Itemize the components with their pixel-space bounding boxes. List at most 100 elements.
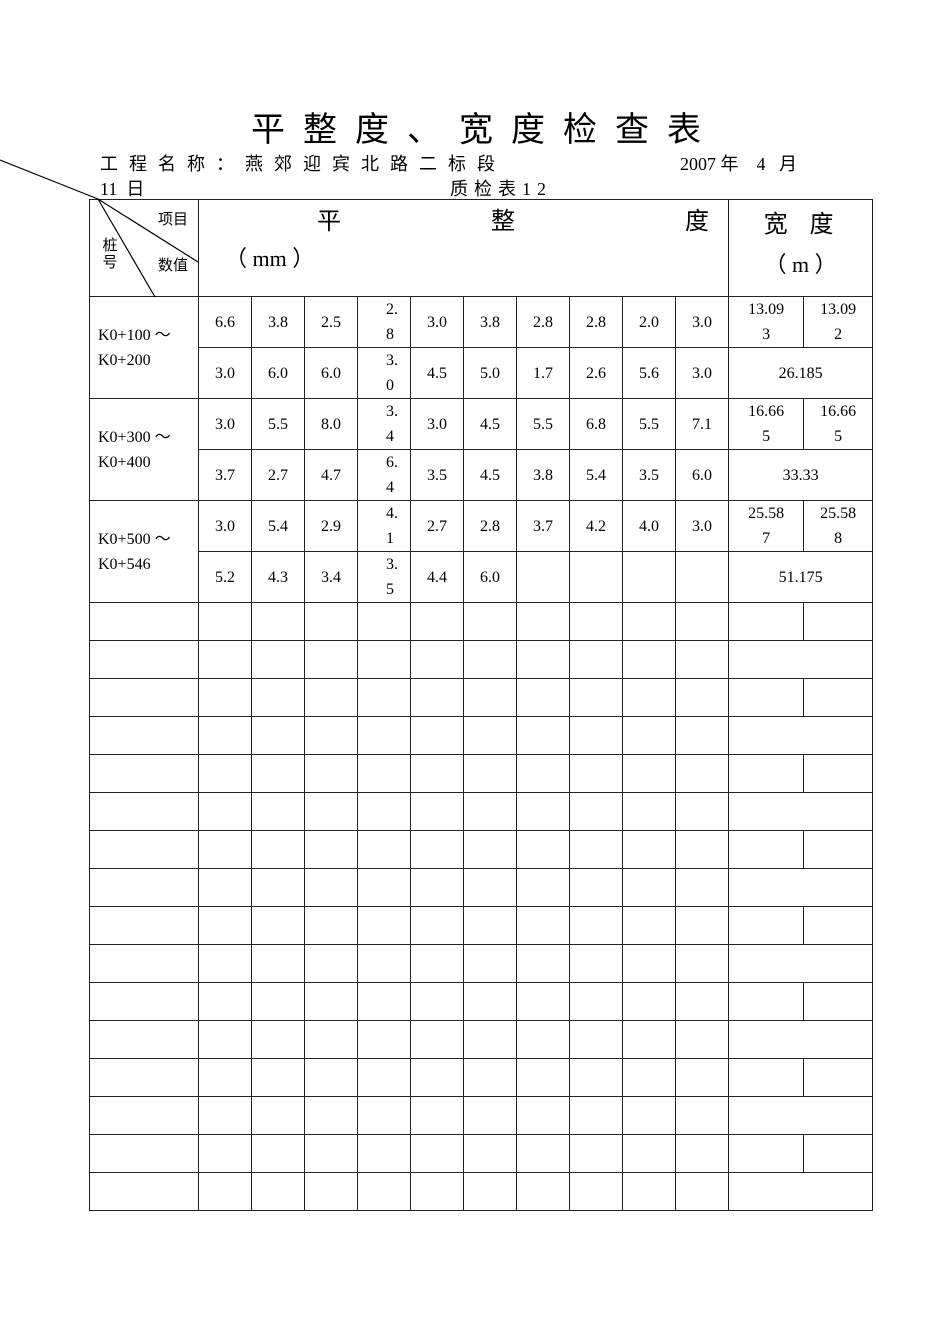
flatness-value: 2.8 [480,517,500,535]
flatness-value-cell: 3.7 [516,500,570,552]
empty-cell [728,754,805,793]
empty-row [89,830,874,869]
empty-cell [251,602,305,641]
flatness-value-cell: 3.5 [410,449,464,501]
empty-cell [198,792,252,831]
empty-cell [251,640,305,679]
empty-cell [728,1134,805,1173]
empty-cell [198,602,252,641]
flatness-value: 5.0 [480,364,500,382]
empty-cell [622,944,676,983]
empty-cell [463,754,517,793]
empty-cell [463,678,517,717]
width-value-cell: 13.092 [803,296,874,348]
stake-from: K0+500 ～ [98,530,171,548]
flatness-value-cell: 4.7 [304,449,358,501]
empty-row [89,792,874,831]
flatness-value-cell: 6.6 [198,296,252,348]
date-day: 11 日 [100,179,145,199]
empty-cell [357,1058,411,1097]
flatness-value: 3.0 [215,415,235,433]
stake-from: K0+100 ～ [98,326,171,344]
flatness-char: 平 [317,209,341,235]
flatness-value: 8.0 [321,415,341,433]
flatness-value: 3.0 [215,517,235,535]
empty-cell [410,1096,464,1135]
empty-cell [516,1134,570,1173]
empty-cell [410,1172,464,1211]
flatness-value-cell: 2.5 [304,296,358,348]
empty-cell [516,1096,570,1135]
width-value: 13.093 [748,301,785,343]
empty-cell [674,1058,730,1097]
empty-cell [803,982,874,1021]
empty-cell [251,792,305,831]
empty-cell [304,678,358,717]
empty-cell [622,1096,676,1135]
flatness-value: 2.8 [386,301,398,343]
empty-cell [569,1134,623,1173]
empty-cell [674,944,730,983]
empty-cell [674,830,730,869]
empty-cell [198,944,252,983]
flatness-value: 4.5 [480,466,500,484]
empty-cell [516,1058,570,1097]
width-value-cell: 16.665 [803,398,874,450]
flatness-value: 6.6 [215,313,235,331]
empty-cell [674,1134,730,1173]
empty-cell [304,1134,358,1173]
empty-cell [251,754,305,793]
empty-cell [728,944,874,983]
empty-cell [674,868,730,907]
empty-cell [198,1134,252,1173]
flatness-value: 3.0 [427,313,447,331]
width-value: 13.092 [820,301,857,343]
flatness-value-cell: 3.0 [674,500,730,552]
empty-cell [516,944,570,983]
empty-cell [569,868,623,907]
empty-cell [803,906,874,945]
empty-cell [622,982,676,1021]
width-value-cell: 25.587 [728,500,805,552]
flatness-value-cell: 3.0 [410,398,464,450]
empty-cell [463,1134,517,1173]
flatness-value-cell: 2.6 [569,347,623,399]
flatness-value-cell: 2.9 [304,500,358,552]
flatness-value: 5.5 [268,415,288,433]
flatness-value: 2.5 [321,313,341,331]
flatness-value-cell: 3.0 [198,500,252,552]
empty-cell [463,944,517,983]
flatness-value: 6.0 [480,568,500,586]
empty-cell [622,1020,676,1059]
flatness-value-cell [569,551,623,603]
flatness-value-cell: 3.0 [198,398,252,450]
empty-cell [569,1172,623,1211]
empty-cell [357,640,411,679]
empty-cell [89,830,199,869]
flatness-value: 3.7 [215,466,235,484]
empty-cell [463,716,517,755]
flatness-value-cell: 2.8 [463,500,517,552]
empty-cell [569,678,623,717]
empty-cell [251,1172,305,1211]
flatness-value-cell: 4.5 [410,347,464,399]
empty-cell [622,754,676,793]
empty-cell [251,1096,305,1135]
flatness-value-cell: 6.4 [357,449,411,501]
empty-cell [463,830,517,869]
flatness-value-cell: 5.5 [516,398,570,450]
flatness-value: 3.0 [427,415,447,433]
empty-row [89,1058,874,1097]
empty-cell [198,1020,252,1059]
empty-cell [803,830,874,869]
empty-cell [89,1058,199,1097]
width-value: 16.665 [748,403,785,445]
empty-cell [357,1134,411,1173]
flatness-value-cell: 3.0 [198,347,252,399]
empty-cell [463,792,517,831]
empty-cell [674,678,730,717]
empty-cell [674,906,730,945]
empty-cell [357,678,411,717]
flatness-value: 5.6 [639,364,659,382]
empty-cell [516,830,570,869]
